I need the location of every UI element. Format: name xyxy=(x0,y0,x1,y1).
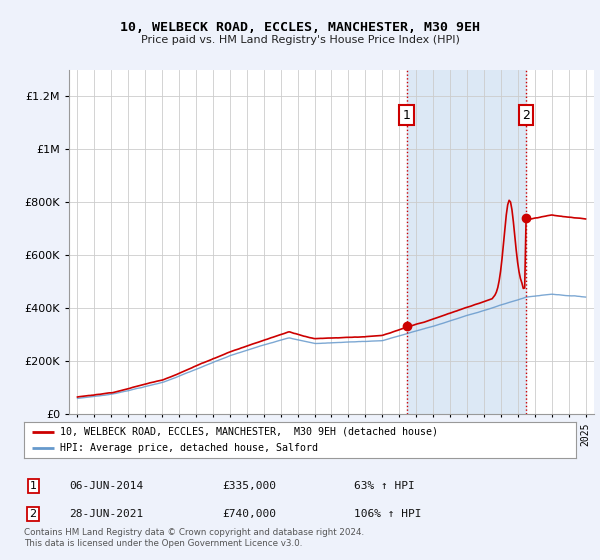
Text: £335,000: £335,000 xyxy=(222,481,276,491)
Text: 06-JUN-2014: 06-JUN-2014 xyxy=(69,481,143,491)
Text: 28-JUN-2021: 28-JUN-2021 xyxy=(69,509,143,519)
Text: £740,000: £740,000 xyxy=(222,509,276,519)
Text: 63% ↑ HPI: 63% ↑ HPI xyxy=(354,481,415,491)
Text: Contains HM Land Registry data © Crown copyright and database right 2024.
This d: Contains HM Land Registry data © Crown c… xyxy=(24,528,364,548)
Text: 1: 1 xyxy=(29,481,37,491)
Text: 106% ↑ HPI: 106% ↑ HPI xyxy=(354,509,421,519)
Text: 1: 1 xyxy=(403,109,410,122)
Bar xyxy=(407,70,526,414)
Text: 2: 2 xyxy=(29,509,37,519)
Text: Price paid vs. HM Land Registry's House Price Index (HPI): Price paid vs. HM Land Registry's House … xyxy=(140,35,460,45)
Text: 2: 2 xyxy=(522,109,530,122)
Text: 10, WELBECK ROAD, ECCLES, MANCHESTER, M30 9EH: 10, WELBECK ROAD, ECCLES, MANCHESTER, M3… xyxy=(120,21,480,34)
Text: 10, WELBECK ROAD, ECCLES, MANCHESTER,  M30 9EH (detached house): 10, WELBECK ROAD, ECCLES, MANCHESTER, M3… xyxy=(60,427,438,437)
Text: HPI: Average price, detached house, Salford: HPI: Average price, detached house, Salf… xyxy=(60,443,318,453)
